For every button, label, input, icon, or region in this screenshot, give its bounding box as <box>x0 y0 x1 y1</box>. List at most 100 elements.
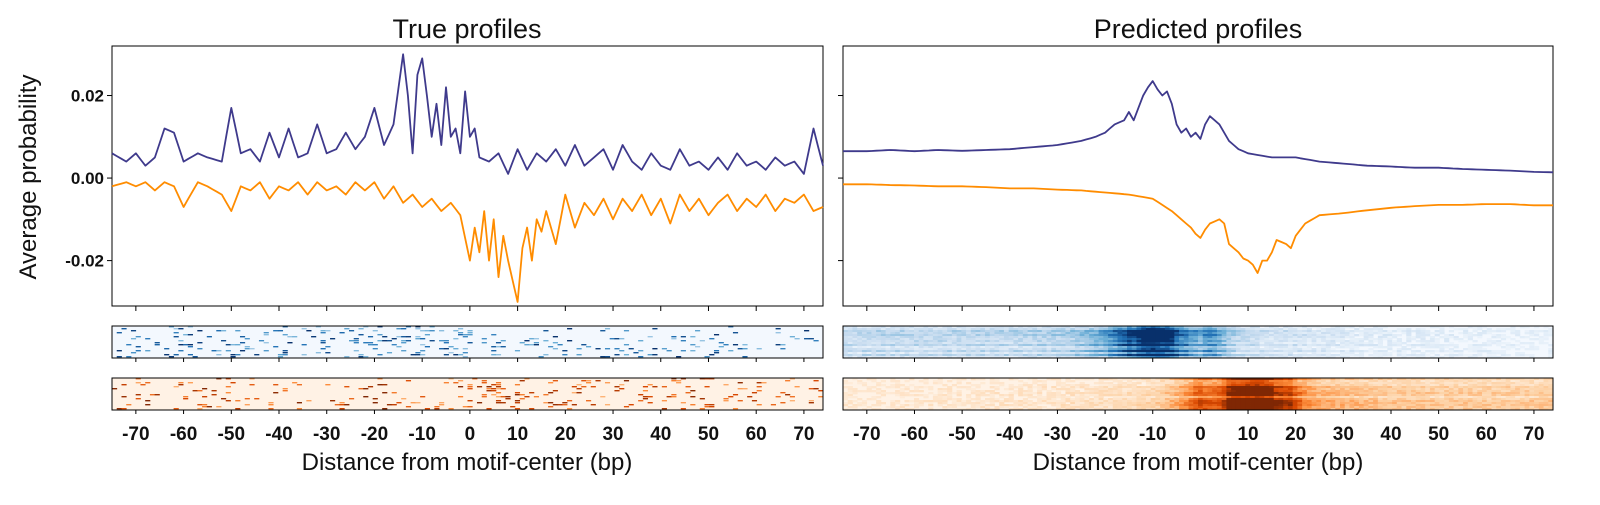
heatmap-cell <box>989 332 995 335</box>
heatmap-cell <box>1160 398 1166 401</box>
heatmap-cell <box>1127 326 1133 329</box>
heatmap-cell <box>1349 344 1355 347</box>
heatmap-cell <box>1027 390 1033 393</box>
heatmap-cell <box>1373 398 1379 401</box>
heatmap-cell <box>1093 334 1099 337</box>
heatmap-cell <box>1306 340 1312 343</box>
heatmap-cell <box>880 392 886 395</box>
heatmap-cell <box>467 400 473 402</box>
heatmap-cell <box>1321 346 1327 349</box>
heatmap-cell <box>1164 352 1170 355</box>
heatmap-cell <box>1212 390 1218 393</box>
heatmap-cell <box>1179 340 1185 343</box>
heatmap-cell <box>895 328 901 331</box>
heatmap-cell <box>1221 382 1227 385</box>
heatmap-cell <box>1302 332 1308 335</box>
heatmap-cell <box>439 404 445 406</box>
heatmap-cell <box>1122 396 1128 399</box>
heatmap-cell <box>1254 338 1260 341</box>
heatmap-cell <box>1093 352 1099 355</box>
heatmap-cell <box>1141 396 1147 399</box>
heatmap-cell <box>1212 334 1218 337</box>
heatmap-cell <box>1122 392 1128 395</box>
heatmap-cell <box>985 336 991 339</box>
heatmap-cell <box>495 400 502 402</box>
heatmap-cell <box>638 400 644 402</box>
heatmap-cell <box>857 380 863 383</box>
heatmap-cell <box>1377 334 1383 337</box>
heatmap-cell <box>1160 350 1166 353</box>
heatmap-cell <box>1155 400 1161 403</box>
heatmap-cell <box>1183 342 1189 345</box>
heatmap-cell <box>1231 328 1237 331</box>
heatmap-cell <box>173 408 179 410</box>
heatmap-cell <box>1027 328 1033 331</box>
heatmap-cell <box>1098 394 1104 397</box>
heatmap-cell <box>942 402 948 405</box>
heatmap-cell <box>970 352 976 355</box>
heatmap-cell <box>1112 392 1118 395</box>
heatmap-cell <box>890 352 896 355</box>
heatmap-cell <box>1212 382 1218 385</box>
heatmap-cell <box>424 330 430 332</box>
heatmap-cell <box>1335 392 1341 395</box>
heatmap-cell <box>699 398 705 400</box>
heatmap-cell <box>1396 406 1402 409</box>
heatmap-cell <box>1434 332 1440 335</box>
heatmap-cell <box>1302 352 1308 355</box>
heatmap-cell <box>1027 384 1033 387</box>
heatmap-cell <box>604 404 611 406</box>
heatmap-cell <box>1444 400 1450 403</box>
heatmap-cell <box>1127 396 1133 399</box>
heatmap-cell <box>918 390 924 393</box>
heatmap-cell <box>1231 402 1237 405</box>
heatmap-cell <box>1401 350 1407 353</box>
heatmap-cell <box>1193 346 1199 349</box>
heatmap-cell <box>994 382 1000 385</box>
heatmap-cell <box>557 404 563 406</box>
heatmap-cell <box>1264 386 1270 389</box>
heatmap-cell <box>1136 406 1142 409</box>
heatmap-cell <box>1174 326 1180 329</box>
heatmap-cell <box>1496 402 1502 405</box>
heatmap-cell <box>1202 380 1208 383</box>
heatmap-cell <box>1491 404 1497 407</box>
heatmap-cell <box>1155 384 1161 387</box>
heatmap-cell <box>1046 398 1052 401</box>
heatmap-cell <box>985 404 991 407</box>
heatmap-cell <box>1141 344 1147 347</box>
heatmap-cell <box>1221 350 1227 353</box>
heatmap-cell <box>1287 332 1294 335</box>
heatmap-cell <box>1155 350 1161 353</box>
heatmap-cell <box>1117 330 1123 333</box>
heatmap-cell <box>942 400 948 403</box>
heatmap-cell <box>1212 400 1218 403</box>
heatmap-cell <box>1046 350 1052 353</box>
heatmap-cell <box>1254 378 1260 381</box>
heatmap-cell <box>937 348 943 351</box>
heatmap-cell <box>1041 336 1047 339</box>
heatmap-cell <box>1160 388 1166 391</box>
heatmap-cell <box>843 402 849 405</box>
heatmap-cell <box>1027 356 1033 359</box>
heatmap-cell <box>1306 394 1312 397</box>
heatmap-cell <box>937 330 943 333</box>
heatmap-cell <box>980 346 986 349</box>
heatmap-cell <box>843 328 849 331</box>
heatmap-cell <box>1202 400 1208 403</box>
heatmap-cell <box>890 350 896 353</box>
heatmap-cell <box>1429 336 1436 339</box>
heatmap-cell <box>1515 406 1521 409</box>
heatmap-cell <box>377 340 383 342</box>
heatmap-cell <box>1084 390 1090 393</box>
heatmap-cell <box>904 330 910 333</box>
heatmap-cell <box>1198 382 1204 385</box>
heatmap-cell <box>904 348 910 351</box>
heatmap-cell <box>1358 356 1365 359</box>
true-profiles-x-axis-label: Distance from motif-center (bp) <box>302 449 633 476</box>
heatmap-cell <box>1406 348 1412 351</box>
heatmap-cell <box>1373 388 1379 391</box>
heatmap-cell <box>1439 384 1445 387</box>
heatmap-cell <box>1349 384 1355 387</box>
heatmap-cell <box>989 340 995 343</box>
